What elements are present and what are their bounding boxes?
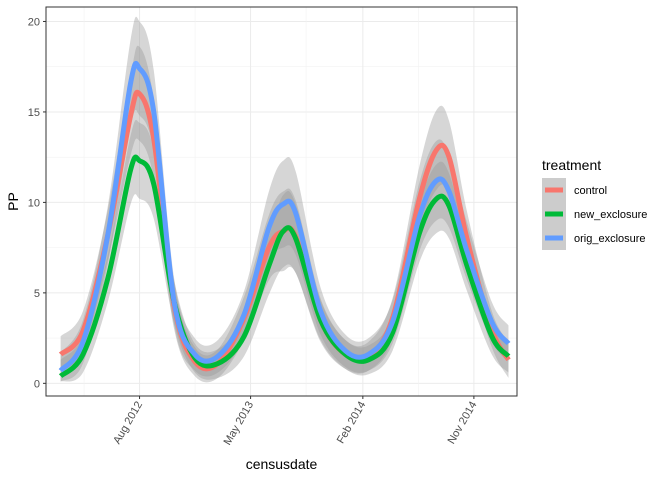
x-tick-label: May 2013	[222, 400, 257, 448]
x-axis-title: censusdate	[246, 456, 318, 472]
x-tick-label: Aug 2012	[111, 400, 145, 447]
legend-label-orig-exclosure: orig_exclosure	[574, 233, 646, 245]
plot-border	[45, 6, 518, 397]
y-axis-title: PP	[5, 192, 21, 211]
legend-label-control: control	[574, 185, 607, 197]
series-lines	[58, 61, 511, 379]
legend-title: treatment	[542, 157, 601, 173]
y-tick-label: 0	[34, 378, 40, 390]
series-line-new-exclosure	[58, 154, 511, 379]
y-tick-label: 5	[34, 288, 40, 300]
legend: treatment control new_exclosure orig_exclo…	[542, 157, 647, 250]
y-tick-label: 20	[28, 16, 40, 28]
y-tick-label: 15	[28, 107, 40, 119]
series-line-orig-exclosure	[58, 61, 511, 373]
x-axis-ticks: Aug 2012 May 2013 Feb 2014 Nov 2014	[111, 396, 479, 447]
x-tick-label: Nov 2014	[446, 399, 480, 446]
y-tick-label: 10	[28, 197, 40, 209]
y-axis-ticks: 0 5 10 15 20	[28, 16, 46, 390]
confidence-bands	[60, 16, 509, 383]
legend-label-new-exclosure: new_exclosure	[574, 209, 647, 221]
x-tick-label: Feb 2014	[335, 400, 369, 446]
